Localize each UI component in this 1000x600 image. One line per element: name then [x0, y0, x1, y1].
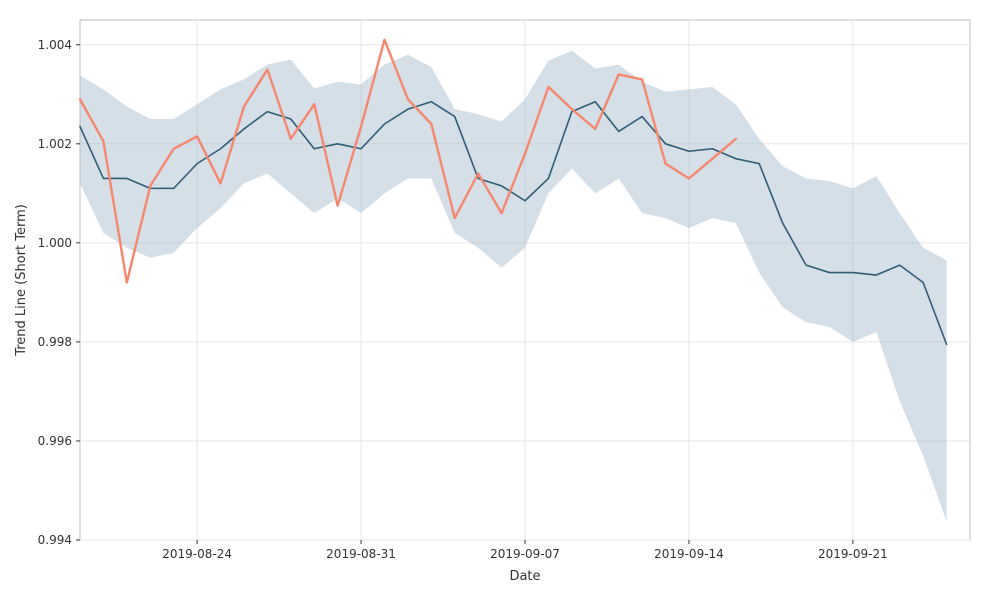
- y-tick-label: 1.002: [38, 137, 72, 151]
- chart-container: 2019-08-24 2019-08-31 2019-09-07 2019-09-14…: [0, 0, 1000, 600]
- y-tick-label: 1.000: [38, 236, 72, 250]
- y-tick-label: 0.994: [38, 533, 72, 547]
- x-tick-label: 2019-09-14: [654, 547, 724, 561]
- x-axis-label: Date: [509, 569, 540, 584]
- y-tick-label: 0.998: [38, 335, 72, 349]
- y-tick-label: 1.004: [38, 38, 72, 52]
- x-tick-label: 2019-08-31: [326, 547, 396, 561]
- trend-line-chart: 2019-08-24 2019-08-31 2019-09-07 2019-09-14…: [0, 0, 1000, 600]
- x-tick-label: 2019-09-21: [818, 547, 888, 561]
- y-tick-label: 0.996: [38, 434, 72, 448]
- x-tick-label: 2019-09-07: [490, 547, 560, 561]
- x-tick-label: 2019-08-24: [162, 547, 232, 561]
- y-axis-label: Trend Line (Short Term): [14, 204, 29, 357]
